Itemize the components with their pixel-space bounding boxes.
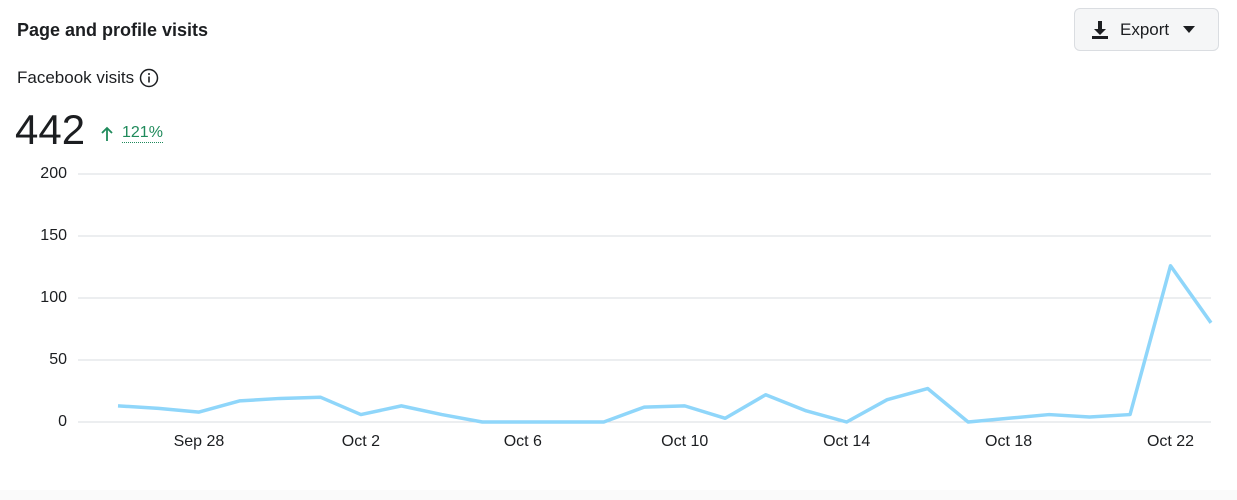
x-tick-label: Oct 14 [823, 433, 870, 450]
metric-label-row: Facebook visits [17, 68, 159, 88]
line-series [117, 264, 1213, 424]
export-button[interactable]: Export [1074, 8, 1219, 51]
y-tick-label: 50 [49, 351, 67, 368]
caret-icon [1183, 25, 1196, 33]
footer-band [0, 490, 1237, 500]
download-icon [1092, 20, 1108, 39]
y-tick-label: 0 [58, 413, 67, 430]
section-title: Page and profile visits [17, 20, 209, 40]
info-icon[interactable] [139, 68, 159, 88]
export-label: Export [1120, 19, 1170, 39]
x-tick-label: Sep 28 [174, 433, 225, 450]
change-value: 121% [122, 124, 163, 143]
metric-value: 442 [15, 106, 86, 153]
metric-label: Facebook visits [17, 68, 135, 87]
y-tick-label: 200 [40, 165, 67, 182]
x-tick-label: Oct 6 [504, 433, 542, 450]
x-tick-label: Oct 10 [661, 433, 708, 450]
y-tick-label: 100 [40, 289, 67, 306]
y-tick-label: 150 [40, 227, 67, 244]
metric-change: 121% [100, 124, 163, 143]
x-tick-label: Oct 18 [985, 433, 1032, 450]
x-tick-label: Oct 2 [342, 433, 380, 450]
x-tick-label: Oct 22 [1147, 433, 1194, 450]
up-arrow [101, 126, 113, 141]
